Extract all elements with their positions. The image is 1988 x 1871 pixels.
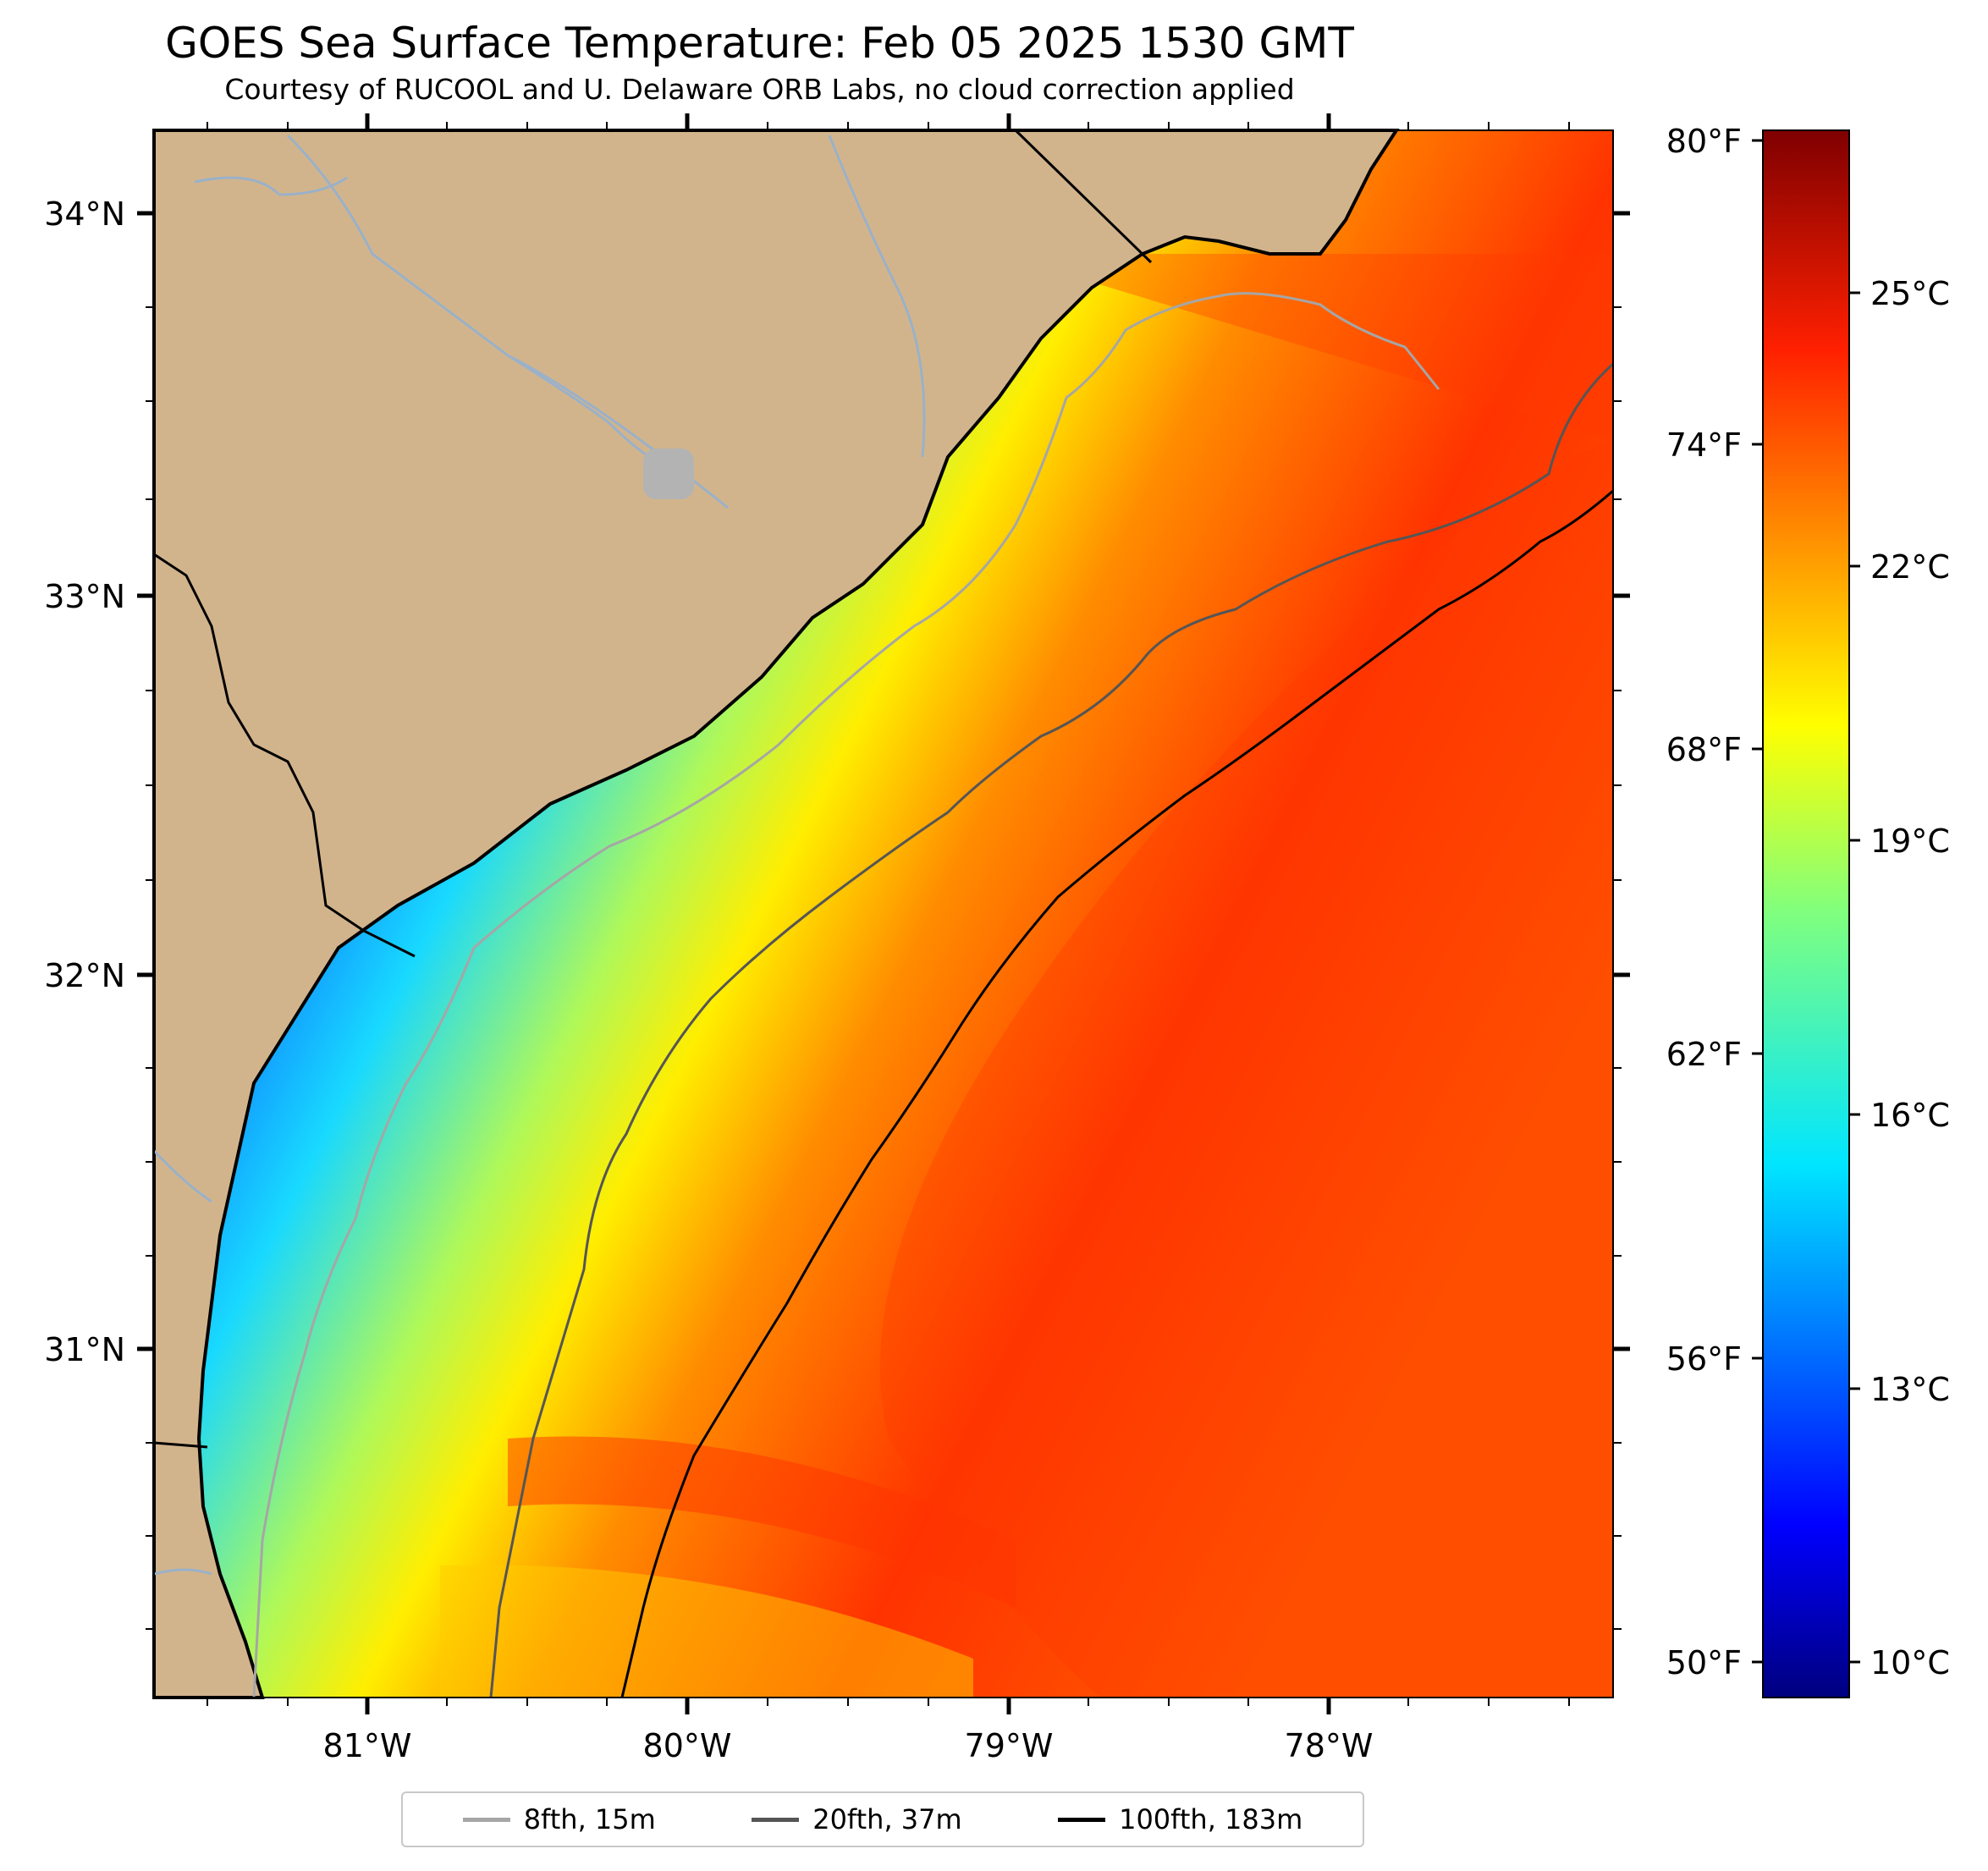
colorbar-c-label: 16°C [1870, 1097, 1950, 1134]
legend-swatch [1058, 1817, 1106, 1822]
lat-label: 33°N [44, 578, 125, 615]
colorbar-c-label: 10°C [1870, 1644, 1950, 1681]
colorbar-c-label: 13°C [1870, 1371, 1950, 1408]
lake [643, 448, 694, 499]
state-boundary [153, 553, 416, 958]
legend-label: 20fth, 37m [812, 1803, 962, 1835]
legend: 8fth, 15m 20fth, 37m 100fth, 183m [401, 1791, 1364, 1847]
lat-label: 31°N [44, 1331, 125, 1368]
lon-label: 80°W [643, 1727, 732, 1764]
map-title: GOES Sea Surface Temperature: Feb 05 202… [165, 19, 1354, 68]
lat-label: 32°N [44, 957, 125, 994]
legend-swatch [462, 1817, 510, 1822]
colorbar-f-label: 80°F [1666, 123, 1742, 160]
map-subtitle: Courtesy of RUCOOL and U. Delaware ORB L… [224, 73, 1295, 106]
lon-major-ticks [365, 113, 1331, 1714]
legend-label: 8fth, 15m [523, 1803, 656, 1835]
colorbar-f-label: 56°F [1666, 1340, 1742, 1378]
lon-label: 81°W [323, 1727, 412, 1764]
colorbar-f-label: 74°F [1666, 426, 1742, 464]
colorbar-c-label: 25°C [1870, 275, 1950, 312]
state-boundary-nc [1014, 129, 1153, 264]
colorbar-f-label: 68°F [1666, 731, 1742, 768]
legend-swatch [752, 1817, 800, 1822]
lat-major-ticks [137, 211, 1630, 1351]
lon-label: 78°W [1285, 1727, 1374, 1764]
colorbar-f-label: 62°F [1666, 1036, 1742, 1073]
colorbar-f-ticks [1752, 139, 1763, 1664]
land [152, 129, 1400, 1699]
colorbar-c-label: 22°C [1870, 548, 1950, 586]
state-boundary-fl [153, 1441, 208, 1449]
legend-item-183m: 100fth, 183m [1058, 1803, 1302, 1835]
legend-label: 100fth, 183m [1119, 1803, 1303, 1835]
isobath-37m [489, 362, 1613, 1698]
legend-item-37m: 20fth, 37m [752, 1803, 962, 1835]
lon-label: 79°W [965, 1727, 1054, 1764]
minor-ticks [146, 122, 1622, 1706]
isobath-183m [620, 489, 1613, 1698]
colorbar-c-ticks [1849, 291, 1860, 1664]
colorbar-c-label: 19°C [1870, 823, 1950, 860]
plot-frame [153, 129, 1614, 1698]
lat-label: 34°N [44, 195, 125, 233]
isobath-15m [252, 292, 1440, 1698]
colorbar-f-label: 50°F [1666, 1644, 1742, 1681]
colorbar [1762, 129, 1850, 1698]
legend-item-15m: 8fth, 15m [462, 1803, 656, 1835]
